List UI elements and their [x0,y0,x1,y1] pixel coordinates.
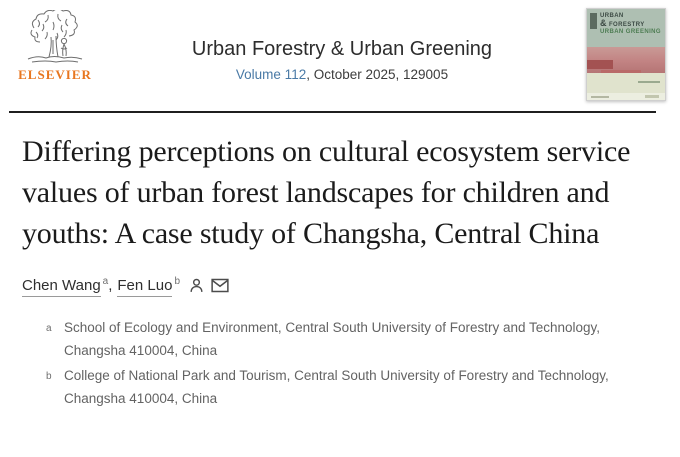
elsevier-wordmark: ELSEVIER [18,67,92,82]
journal-title-link[interactable]: Urban Forestry & Urban Greening [191,38,493,60]
author-affiliation-sup: b [174,276,180,287]
cover-text-line [591,96,609,98]
article-block: Differing perceptions on cultural ecosys… [0,131,680,410]
cover-lower-band [587,73,665,93]
cover-word-urban2: URBAN [600,29,624,35]
elsevier-logo[interactable]: ELSEVIER [12,8,98,83]
article-title: Differing perceptions on cultural ecosys… [22,135,631,250]
cover-text-line [638,81,660,83]
elsevier-tree-icon [27,10,83,63]
cover-photo-caption [601,70,641,73]
author-fen-luo[interactable]: Fen Luo b [117,276,180,297]
affiliation-sup: a [46,323,52,334]
affiliation-list: a School of Ecology and Environment, Cen… [22,316,650,410]
cover-photo [587,47,665,73]
cover-title: URBAN & FORESTRY URBAN GREENING [600,13,661,47]
volume-link[interactable]: Volume 112 [235,67,307,82]
author-separator: , [108,276,113,294]
author-profile-icon[interactable] [188,277,205,294]
author-chen-wang[interactable]: Chen Wang a [22,276,109,297]
cover-word-forestry: FORESTRY [608,22,645,28]
affiliation-text: College of National Park and Tourism, Ce… [64,368,609,406]
cover-masthead: URBAN & FORESTRY URBAN GREENING [587,9,665,47]
cover-bottom-band [587,93,665,100]
journal-header: ELSEVIER Urban Forestry & Urban Greening… [0,0,680,101]
author-list: Chen Wang a , Fen Luo b [22,276,650,297]
cover-ampersand: & [600,18,607,28]
journal-masthead: Urban Forestry & Urban Greening Volume 1… [98,8,586,82]
author-icons [188,277,229,294]
journal-issue-line: Volume 112, October 2025, 129005 [98,67,586,82]
header-divider [9,111,656,113]
affiliation-b: b College of National Park and Tourism, … [46,364,650,410]
corresponding-author-email-icon[interactable] [211,278,229,293]
journal-cover-thumbnail[interactable]: URBAN & FORESTRY URBAN GREENING [586,8,666,101]
issue-info: , October 2025, 129005 [306,67,449,82]
cover-mini-logo [590,13,597,29]
cover-word-greening: GREENING [625,29,661,35]
cover-word-urban1: URBAN [600,13,624,19]
affiliation-sup: b [46,371,52,382]
affiliation-a: a School of Ecology and Environment, Cen… [46,316,650,362]
cover-photo-block [587,60,613,69]
cover-text-line [645,95,659,98]
author-affiliation-sup: a [102,276,109,287]
affiliation-text: School of Ecology and Environment, Centr… [64,320,601,358]
